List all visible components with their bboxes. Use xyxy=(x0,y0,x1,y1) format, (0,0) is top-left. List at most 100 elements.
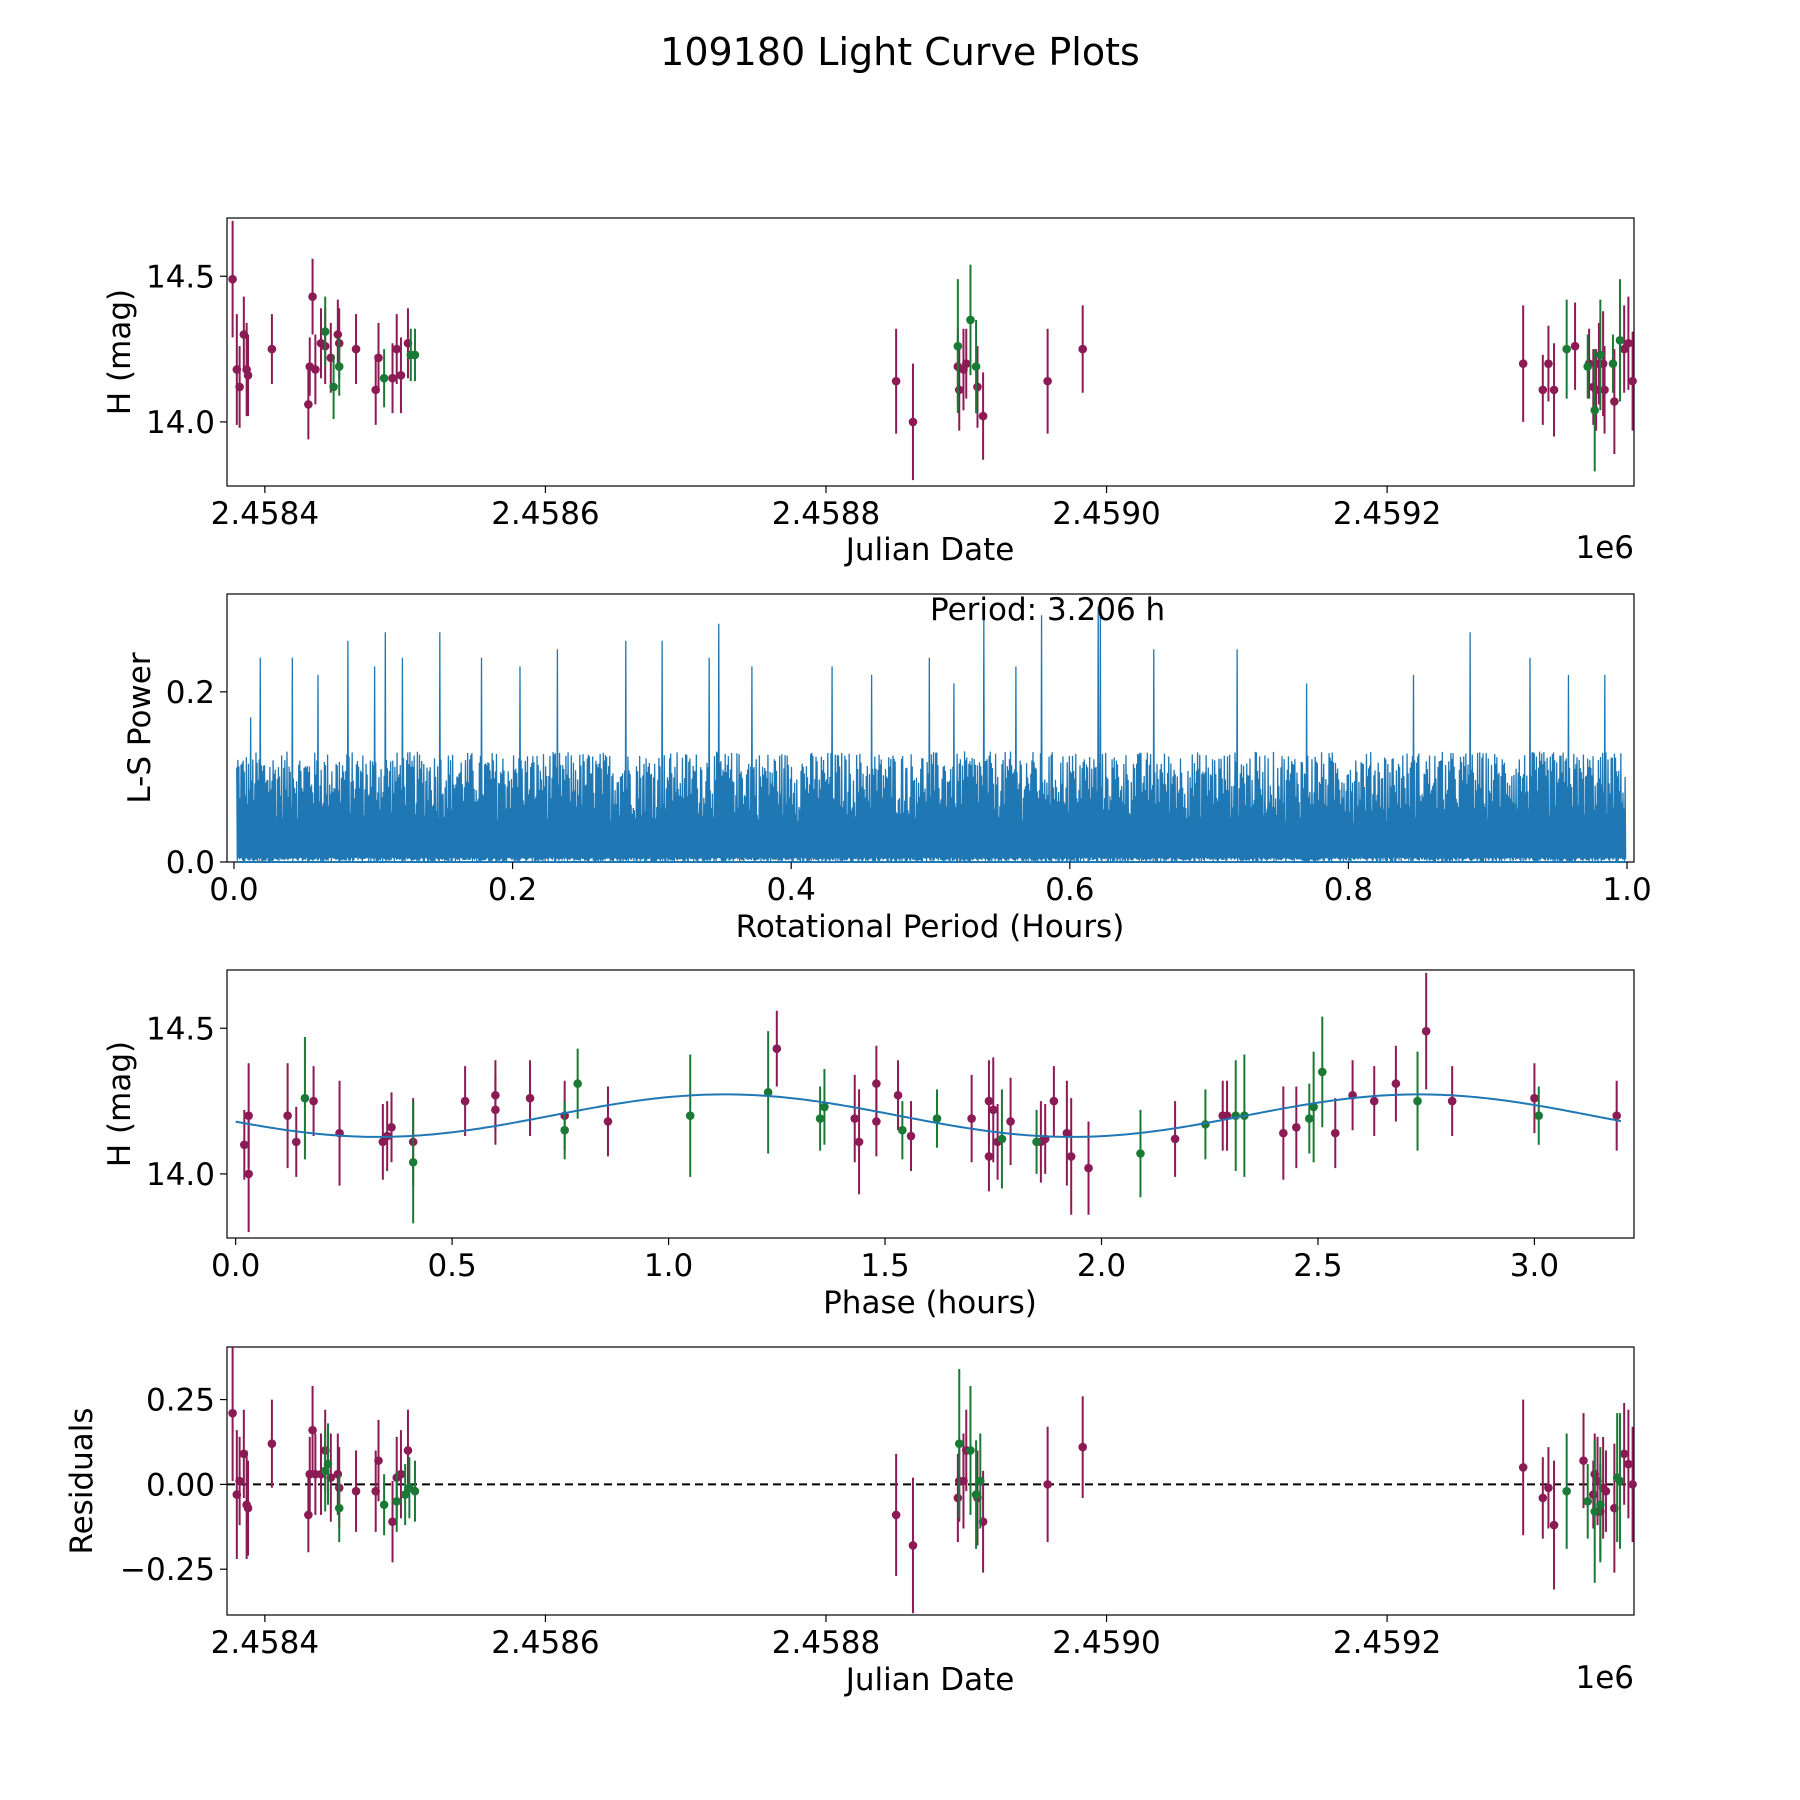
phased-point xyxy=(1421,1026,1431,1036)
residuals-point xyxy=(323,1459,333,1469)
phased-ylabel: H (mag) xyxy=(102,1041,138,1167)
residuals-xtick-label: 2.4588 xyxy=(772,1625,880,1661)
lightcurve-xtick-label: 2.4586 xyxy=(491,496,599,532)
lightcurve-offset-label: 1e6 xyxy=(1575,530,1634,566)
residuals-ytick-label: 0.25 xyxy=(146,1383,215,1419)
lightcurve-point xyxy=(1624,338,1633,348)
periodogram-xtick-label: 0.4 xyxy=(767,872,816,908)
residuals-point xyxy=(396,1469,406,1479)
residuals-ylabel: Residuals xyxy=(64,1407,100,1554)
lightcurve-point xyxy=(228,274,237,284)
phased-point xyxy=(1066,1152,1076,1161)
lightcurve-point xyxy=(1518,359,1528,368)
phased-point xyxy=(1369,1096,1379,1106)
lightcurve-point xyxy=(891,376,901,386)
phased-point xyxy=(1084,1163,1093,1173)
lightcurve-point xyxy=(1562,344,1571,354)
phased-point xyxy=(967,1114,976,1123)
lightcurve-point xyxy=(333,330,343,339)
phased-point xyxy=(408,1157,418,1167)
phased-point xyxy=(997,1134,1007,1144)
phased-point xyxy=(1447,1096,1457,1106)
lightcurve-point xyxy=(379,373,389,383)
phased-xtick-label: 0.5 xyxy=(427,1248,476,1284)
residuals-point xyxy=(1619,1449,1629,1459)
phased-point xyxy=(560,1125,569,1135)
lightcurve-point xyxy=(304,400,313,409)
phased-point xyxy=(685,1111,695,1120)
phased-model-curve xyxy=(235,1093,1622,1138)
residuals-point xyxy=(410,1486,420,1496)
residuals-point xyxy=(403,1446,413,1455)
phased-xtick-label: 1.0 xyxy=(644,1248,693,1284)
lightcurve-xtick-label: 2.4590 xyxy=(1052,496,1160,532)
periodogram-ylabel: L-S Power xyxy=(122,652,158,803)
residuals-point xyxy=(374,1456,383,1465)
phased-point xyxy=(1062,1128,1072,1138)
lightcurve-point xyxy=(1078,344,1088,354)
phased-point xyxy=(1279,1128,1288,1138)
periodogram-ticks: 0.0 0.2 0.4 0.6 0.8 1.0 0.0 0.2 xyxy=(166,675,1652,908)
lightcurve-point xyxy=(1608,359,1618,368)
residuals-xtick-label: 2.4584 xyxy=(211,1625,319,1661)
residuals-point xyxy=(1078,1442,1088,1452)
lightcurve-point xyxy=(308,292,317,301)
phased-point xyxy=(309,1096,318,1106)
lightcurve-point xyxy=(235,382,244,392)
lightcurve-point xyxy=(1549,385,1559,395)
phased-point xyxy=(772,1044,782,1053)
residuals-offset-label: 1e6 xyxy=(1575,1660,1634,1696)
phased-point xyxy=(300,1093,310,1103)
periodogram-ytick-label: 0.2 xyxy=(166,675,215,711)
phased-point xyxy=(525,1093,535,1103)
phased-point xyxy=(1530,1093,1539,1103)
figure-title: 109180 Light Curve Plots xyxy=(660,30,1140,74)
residuals-point xyxy=(953,1493,963,1503)
lightcurve-point xyxy=(1600,385,1609,395)
phased-point xyxy=(1612,1111,1621,1120)
phased-point xyxy=(984,1152,994,1161)
residuals-point xyxy=(954,1439,964,1448)
residuals-point xyxy=(267,1439,277,1448)
residuals-point xyxy=(1612,1473,1622,1482)
lightcurve-point xyxy=(1043,376,1052,386)
residuals-point xyxy=(1624,1459,1633,1469)
lightcurve-ytick-label: 14.5 xyxy=(146,259,215,295)
phased-point xyxy=(1413,1096,1422,1106)
residuals-marks xyxy=(227,1347,1637,1614)
lightcurve-point xyxy=(966,315,975,325)
residuals-xtick-label: 2.4592 xyxy=(1333,1625,1441,1661)
periodogram-xtick-label: 1.0 xyxy=(1602,872,1651,908)
lightcurve-point xyxy=(243,371,253,380)
phased-point xyxy=(240,1140,249,1150)
lightcurve-point xyxy=(971,362,981,371)
lightcurve-axes-frame xyxy=(226,217,1635,487)
residuals-point xyxy=(400,1490,410,1499)
phased-point xyxy=(1049,1096,1059,1106)
periodogram-marks xyxy=(236,606,1627,863)
phased-point xyxy=(1006,1117,1015,1126)
lightcurve-point xyxy=(388,373,397,383)
residuals-ytick-label: 0.00 xyxy=(146,1467,215,1503)
residuals-xlabel: Julian Date xyxy=(844,1662,1015,1698)
residuals-point xyxy=(1590,1507,1600,1516)
residuals-point xyxy=(1549,1520,1559,1530)
phased-point xyxy=(893,1090,903,1100)
residuals-ytick-label: −0.25 xyxy=(120,1552,215,1588)
periodogram-xlabel: Rotational Period (Hours) xyxy=(736,909,1125,945)
residuals-point xyxy=(1579,1456,1588,1465)
phased-point xyxy=(1305,1114,1314,1123)
lightcurve-point xyxy=(1544,359,1553,368)
phased-point xyxy=(387,1123,396,1132)
lightcurve-ticks: 2.4584 2.4586 2.4588 2.4590 2.4592 14.0 14.5 xyxy=(146,259,1441,532)
lightcurve-point xyxy=(267,344,277,354)
phased-marks xyxy=(235,972,1622,1233)
residuals-point xyxy=(1589,1490,1598,1499)
lightcurve-point xyxy=(320,327,330,336)
residuals-point xyxy=(908,1541,918,1550)
phased-xtick-label: 2.5 xyxy=(1293,1248,1342,1284)
phased-point xyxy=(984,1096,994,1106)
residuals-point xyxy=(966,1446,975,1455)
lightcurve-point xyxy=(351,344,361,354)
phased-point xyxy=(763,1088,773,1097)
